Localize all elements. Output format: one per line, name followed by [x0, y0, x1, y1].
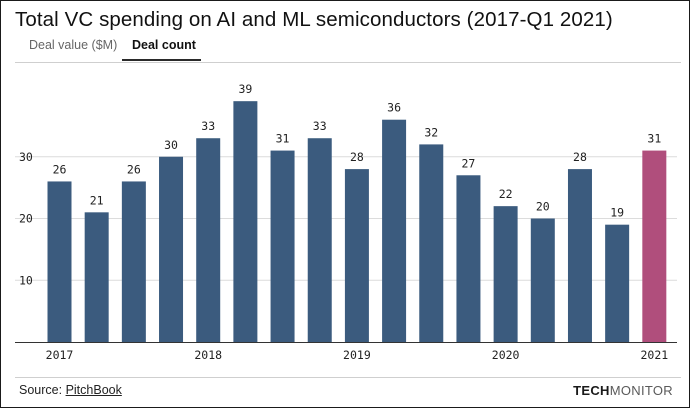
tab-deal-value[interactable]: Deal value ($M)	[29, 38, 118, 52]
value-label-6: 31	[276, 132, 290, 146]
bar-2018-q3	[270, 150, 295, 342]
bar-2018-q1	[196, 138, 221, 342]
value-label-1: 21	[90, 193, 104, 207]
value-label-10: 32	[424, 125, 438, 139]
bar-2017-q2	[84, 212, 109, 342]
value-label-11: 27	[462, 156, 476, 170]
value-label-12: 22	[499, 187, 513, 201]
footer-divider	[15, 377, 681, 378]
value-label-0: 26	[53, 162, 67, 176]
source-note: Source: PitchBook	[19, 383, 122, 397]
value-label-14: 28	[573, 150, 587, 164]
active-tab-indicator	[122, 59, 201, 61]
chart-title: Total VC spending on AI and ML semicondu…	[15, 8, 613, 31]
brand-monitor: MONITOR	[609, 383, 673, 398]
value-label-4: 33	[201, 119, 215, 133]
bar-2020-q4	[605, 224, 630, 342]
value-label-2: 26	[127, 162, 141, 176]
bar-2017-q4	[159, 156, 184, 342]
brand-logo: TECHMONITOR	[573, 383, 673, 398]
x-tick-label-2020: 2020	[492, 348, 520, 362]
bar-2019-q4	[456, 175, 481, 342]
bar-2019-q3	[419, 144, 444, 342]
value-label-7: 33	[313, 119, 327, 133]
bar-2018-q4	[307, 138, 332, 342]
source-label: Source:	[19, 383, 66, 397]
value-label-13: 20	[536, 200, 550, 214]
bar-2019-q2	[382, 119, 407, 342]
value-label-15: 19	[610, 206, 624, 220]
x-tick-label-2021: 2021	[640, 348, 668, 362]
bar-2017-q3	[121, 181, 146, 342]
y-tick-label-30: 30	[19, 150, 33, 164]
y-tick-label-10: 10	[19, 273, 33, 287]
value-label-9: 36	[387, 101, 401, 115]
bar-2018-q2	[233, 101, 258, 342]
bar-2019-q1	[344, 169, 369, 342]
tab-deal-count[interactable]: Deal count	[132, 38, 196, 52]
y-tick-label-20: 20	[19, 212, 33, 226]
bar-2017-q1	[47, 181, 72, 342]
bar-2021-q1	[642, 150, 667, 342]
value-label-3: 30	[164, 138, 178, 152]
bar-2020-q2	[530, 218, 555, 342]
x-tick-label-2017: 2017	[46, 348, 74, 362]
bar-2020-q1	[493, 206, 518, 342]
bar-2020-q3	[567, 169, 592, 342]
tabs-divider	[15, 62, 681, 63]
source-link[interactable]: PitchBook	[65, 383, 122, 397]
value-label-5: 39	[238, 82, 252, 96]
x-tick-label-2018: 2018	[194, 348, 222, 362]
x-tick-label-2019: 2019	[343, 348, 371, 362]
brand-tech: TECH	[573, 383, 610, 398]
value-label-8: 28	[350, 150, 364, 164]
value-label-16: 31	[647, 132, 661, 146]
